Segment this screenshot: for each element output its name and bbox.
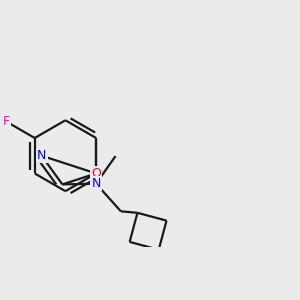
Text: N: N xyxy=(37,149,46,162)
Text: O: O xyxy=(91,167,101,180)
Text: N: N xyxy=(92,177,101,190)
Text: F: F xyxy=(3,115,10,128)
